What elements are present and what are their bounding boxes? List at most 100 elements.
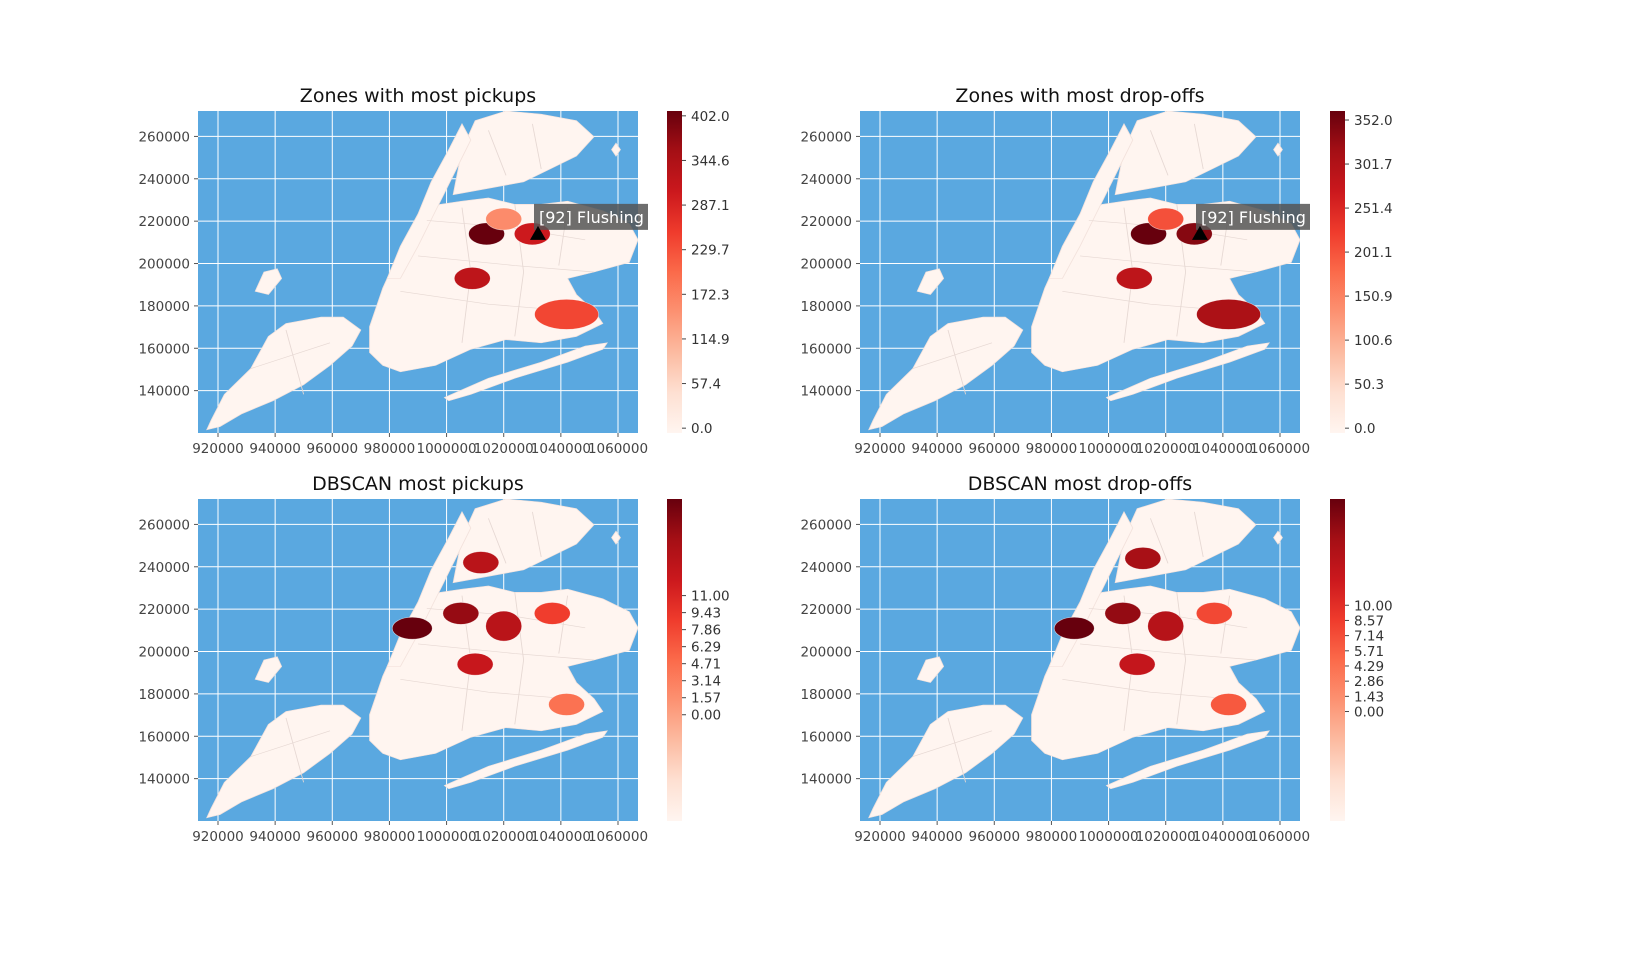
panel1-colorbar-tick-3: 229.7 — [691, 243, 730, 259]
panel3: 920000 940000 960000 980000 1000000102000010… — [138, 473, 729, 845]
panel3-ytick-label-1: 240000 — [138, 560, 190, 576]
panel2-ytick-label-4: 180000 — [800, 299, 852, 315]
panel4-title: DBSCAN most drop-offs — [968, 473, 1192, 495]
panel1-xtick-label-6: 1040000 — [531, 441, 591, 457]
panel4-colorbar-tick-0: 10.00 — [1354, 598, 1393, 614]
panel4-xtick-label-7: 1060000 — [1250, 829, 1310, 845]
panel3-xtick-label-6: 1040000 — [531, 829, 591, 845]
panel1-colorbar-tick-6: 57.4 — [691, 377, 721, 393]
panel3-zone-hotspot-2 — [485, 610, 523, 642]
panel4-map — [869, 499, 1300, 818]
panel2-colorbar-tick-4: 150.9 — [1354, 289, 1393, 305]
panel1-title: Zones with most pickups — [300, 85, 536, 107]
panel2-xtick-label-4: 1000000 — [1079, 441, 1139, 457]
panel4: 920000 940000 960000 980000 1000000102000010… — [800, 473, 1392, 845]
panel3-colorbar-tick-1: 9.43 — [691, 606, 721, 622]
panel3-map — [207, 499, 638, 818]
panel4-xtick-label-2: 960000 — [969, 829, 1021, 845]
panel3-colorbar-tick-6: 1.57 — [691, 691, 721, 707]
panel3-zone-hotspot-3 — [533, 602, 571, 625]
panel2-xtick-label-2: 960000 — [969, 441, 1021, 457]
panel1-xtick-label-1: 940000 — [249, 441, 301, 457]
panel4-ytick-label-2: 220000 — [800, 602, 852, 618]
panel1-colorbar — [667, 111, 682, 433]
panel3-xtick-label-7: 1060000 — [588, 829, 648, 845]
panel4-colorbar-tick-6: 1.43 — [1354, 689, 1384, 705]
panel4-ytick-label-3: 200000 — [800, 645, 852, 661]
panel2-annotation-label: [92] Flushing — [1201, 208, 1306, 227]
panel2-colorbar-tick-3: 201.1 — [1354, 245, 1393, 261]
panel3-zone-hotspot-1 — [442, 602, 480, 625]
panel2-xtick-label-0: 920000 — [854, 441, 906, 457]
panel1-xtick-label-5: 1020000 — [474, 441, 534, 457]
panel3-ytick-label-6: 140000 — [138, 772, 190, 788]
panel4-xtick-label-4: 1000000 — [1079, 829, 1139, 845]
panel3-zone-hotspot-0 — [391, 616, 433, 640]
panel4-zone-hotspot-3 — [1195, 602, 1233, 625]
panel2-colorbar-tick-6: 50.3 — [1354, 377, 1384, 393]
panel1-colorbar-tick-4: 172.3 — [691, 287, 730, 303]
panel1-annotation-box — [534, 203, 648, 230]
panel4-zone-hotspot-1 — [1104, 602, 1142, 625]
panel1-xtick-label-4: 1000000 — [417, 441, 477, 457]
panel2-ytick-label-2: 220000 — [800, 214, 852, 230]
panel1-annotation-label: [92] Flushing — [539, 208, 644, 227]
panel1: 920000 940000 960000 980000 1000000102000010… — [138, 85, 729, 457]
panel4-colorbar-tick-4: 4.29 — [1354, 659, 1384, 675]
panel4-colorbar-tick-3: 5.71 — [1354, 644, 1384, 660]
panel4-xtick-label-5: 1020000 — [1136, 829, 1196, 845]
panel3-xtick-label-4: 1000000 — [417, 829, 477, 845]
panel1-ytick-label-6: 140000 — [138, 384, 190, 400]
panel1-colorbar-tick-7: 0.0 — [691, 421, 712, 437]
panel3-colorbar-tick-7: 0.00 — [691, 708, 721, 724]
panel2-ytick-label-6: 140000 — [800, 384, 852, 400]
panel1-ytick-label-0: 260000 — [138, 129, 190, 145]
panel4-zone-hotspot-4 — [1124, 547, 1162, 570]
panel4-colorbar-tick-7: 0.00 — [1354, 705, 1384, 721]
panel2-zone-hotspot-1 — [1115, 267, 1153, 290]
panel2-xtick-label-5: 1020000 — [1136, 441, 1196, 457]
panel2-colorbar-tick-2: 251.4 — [1354, 201, 1393, 217]
panel2-ytick-label-1: 240000 — [800, 172, 852, 188]
panel3-ytick-label-4: 180000 — [138, 687, 190, 703]
panel3-zone-hotspot-5 — [456, 652, 494, 676]
panel2-colorbar-tick-7: 0.0 — [1354, 421, 1375, 437]
panel1-ytick-label-4: 180000 — [138, 299, 190, 315]
panel3-colorbar-tick-2: 7.86 — [691, 623, 721, 639]
panel3-zone-hotspot-6 — [548, 693, 585, 716]
panel2-ytick-label-5: 160000 — [800, 341, 852, 357]
panel1-zone-hotspot-1 — [453, 267, 491, 290]
panel2-xtick-label-1: 940000 — [911, 441, 963, 457]
panel2-ytick-label-0: 260000 — [800, 129, 852, 145]
panel1-colorbar-tick-1: 344.6 — [691, 153, 730, 169]
panel1-xtick-label-2: 960000 — [307, 441, 359, 457]
panel4-ytick-label-4: 180000 — [800, 687, 852, 703]
panel2-map — [869, 111, 1300, 430]
panel2-colorbar-tick-0: 352.0 — [1354, 113, 1393, 129]
panel4-ytick-label-1: 240000 — [800, 560, 852, 576]
panel3-colorbar-tick-0: 11.00 — [691, 589, 730, 605]
panel4-zone-hotspot-5 — [1118, 652, 1156, 676]
panel3-ytick-label-3: 200000 — [138, 645, 190, 661]
panel3-zone-hotspot-4 — [462, 551, 500, 574]
panel2-xtick-label-6: 1040000 — [1193, 441, 1253, 457]
panel3-xtick-label-0: 920000 — [192, 829, 244, 845]
panel1-ytick-label-5: 160000 — [138, 341, 190, 357]
panel2-annotation-box — [1196, 203, 1310, 230]
panel4-xtick-label-3: 980000 — [1026, 829, 1078, 845]
panel1-map — [207, 111, 638, 430]
panel3-colorbar-tick-5: 3.14 — [691, 674, 721, 690]
panel4-ytick-label-6: 140000 — [800, 772, 852, 788]
panel3-colorbar-tick-3: 6.29 — [691, 640, 721, 656]
panel4-colorbar-tick-1: 8.57 — [1354, 613, 1384, 629]
panel4-xtick-label-0: 920000 — [854, 829, 906, 845]
panel2: 920000 940000 960000 980000 1000000102000010… — [800, 85, 1392, 457]
panel3-colorbar-tick-4: 4.71 — [691, 657, 721, 673]
panel1-ytick-label-1: 240000 — [138, 172, 190, 188]
panel2-xtick-label-3: 980000 — [1026, 441, 1078, 457]
panel3-xtick-label-2: 960000 — [307, 829, 359, 845]
panel3-xtick-label-1: 940000 — [249, 829, 301, 845]
panel3-xtick-label-5: 1020000 — [474, 829, 534, 845]
panel1-zone-hotspot-2 — [534, 299, 599, 330]
panel3-ytick-label-0: 260000 — [138, 517, 190, 533]
